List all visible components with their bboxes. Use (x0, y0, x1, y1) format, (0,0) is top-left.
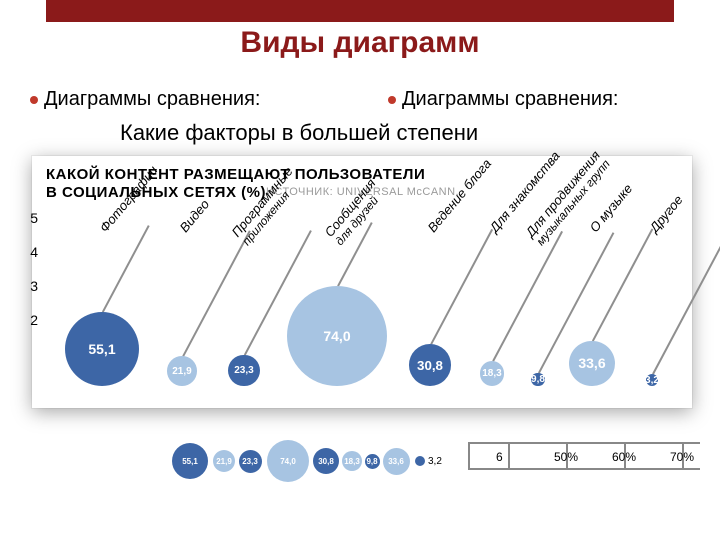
bubble-value-label: 55,1 (88, 341, 115, 357)
category-label: Видео (177, 197, 213, 235)
mini-bubble (415, 456, 425, 466)
bubble-datapoint: 33,6 (569, 341, 614, 386)
bubble-value-label: 21,9 (172, 366, 191, 377)
yaxis-stub-label: 5 (18, 210, 38, 226)
category-leader-line (102, 225, 149, 312)
yaxis-stub-label: 3 (18, 278, 38, 294)
footer-axis-tick (468, 444, 470, 468)
bubble-value-label: 30,8 (417, 358, 443, 373)
bubble-value-label: 74,0 (323, 328, 350, 344)
yaxis-stub-label: 4 (18, 244, 38, 260)
yaxis-stub-label: 2 (18, 312, 38, 328)
footer-axis-tick-label: 60% (612, 450, 636, 464)
bubble-datapoint: 23,3 (228, 355, 259, 386)
category-leader-line (492, 231, 562, 362)
footer-axis-tick-label: 50% (554, 450, 578, 464)
mini-bubble: 55,1 (172, 443, 208, 479)
category-label: О музыке (587, 181, 636, 235)
mini-bubble: 18,3 (342, 451, 362, 471)
category-label: Другое (647, 192, 686, 235)
bullet-left: Диаграммы сравнения: (30, 88, 260, 111)
footer-axis-tick-label: 6 (496, 450, 503, 464)
category-leader-line (592, 228, 653, 341)
bubble-datapoint: 74,0 (287, 286, 387, 386)
mini-bubble: 33,6 (383, 448, 410, 475)
bubble-value-label: 33,6 (578, 355, 605, 371)
bubble-datapoint: 3,2 (646, 374, 658, 386)
bubble-datapoint: 9,8 (531, 373, 544, 386)
background-subtitle: Какие факторы в большей степени (120, 120, 478, 146)
brand-header-bar (46, 0, 674, 22)
category-leader-line (430, 229, 493, 345)
mini-bubble: 23,3 (239, 450, 262, 473)
bullet-left-text: Диаграммы сравнения: (44, 88, 260, 111)
bullet-dot-icon (388, 96, 396, 104)
chart-title-line2: В СОЦИАЛЬНЫХ СЕТЯХ (%) (46, 184, 266, 201)
category-leader-line (652, 232, 720, 374)
bubble-chart-card: КАКОЙ КОНТЕНТ РАЗМЕЩАЮТ ПОЛЬЗОВАТЕЛИ В С… (32, 156, 692, 408)
bubble-value-label: 18,3 (482, 368, 501, 379)
mini-bubble: 74,0 (267, 440, 309, 482)
footer-axis-tick-label: 70% (670, 450, 694, 464)
bullet-right: Диаграммы сравнения: (388, 88, 618, 111)
bubble-value-label: 3,2 (645, 375, 659, 386)
bubble-value-label: 23,3 (234, 365, 254, 376)
footer-axis-fragment: 6 50% 60% 70% (468, 442, 700, 470)
bubble-datapoint: 18,3 (480, 361, 505, 386)
footer-axis-tick (508, 444, 510, 468)
bullet-right-text: Диаграммы сравнения: (402, 88, 618, 111)
slide-title: Виды диаграмм (0, 26, 720, 60)
category-leader-line (182, 230, 250, 356)
bubble-datapoint: 21,9 (167, 356, 197, 386)
bullet-dot-icon (30, 96, 38, 104)
mini-strip-tail-label: 3,2 (428, 456, 442, 467)
bubble-datapoint: 55,1 (65, 312, 139, 386)
bubble-value-label: 9,8 (531, 374, 545, 385)
mini-bubble: 9,8 (365, 454, 380, 469)
mini-bubble: 30,8 (313, 448, 339, 474)
bubble-datapoint: 30,8 (409, 344, 451, 386)
mini-bubble: 21,9 (213, 450, 235, 472)
